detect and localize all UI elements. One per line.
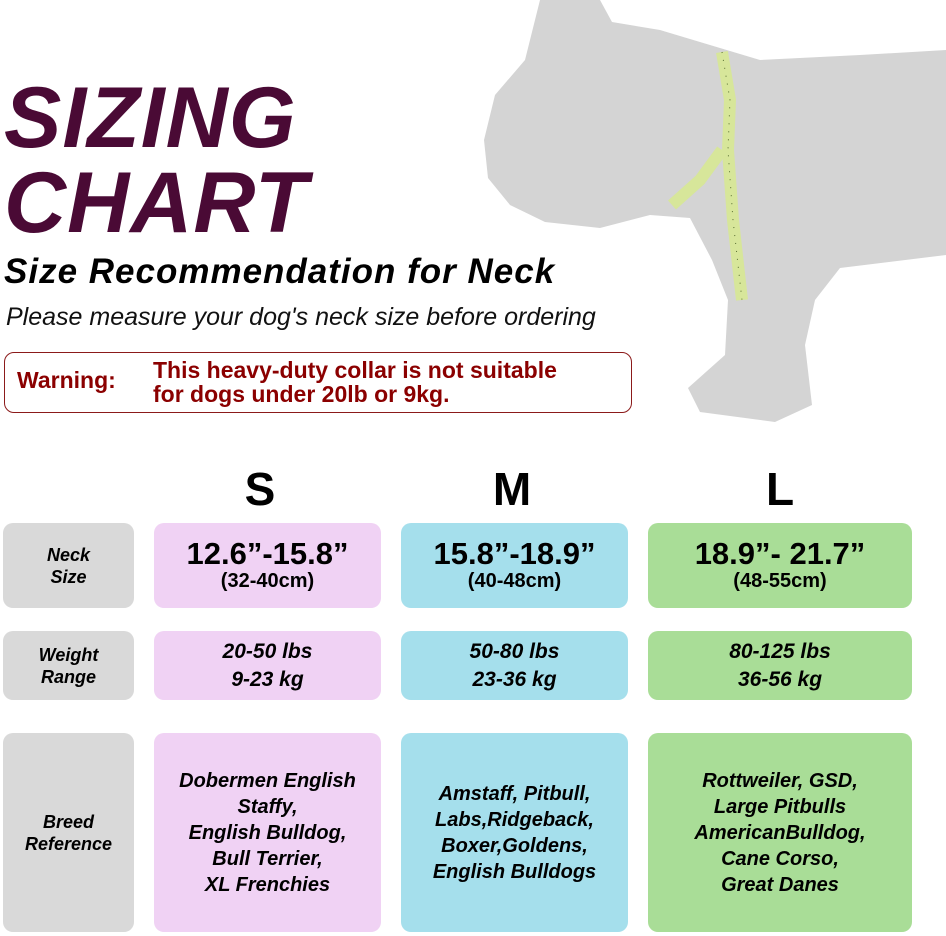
row-label-breed-reference: Breed Reference xyxy=(3,733,134,932)
warning-message: This heavy-duty collar is not suitable f… xyxy=(153,358,557,406)
warning-label: Warning: xyxy=(17,367,116,393)
breeds-m: Amstaff, Pitbull, Labs,Ridgeback, Boxer,Go… xyxy=(401,733,628,932)
neck-cm: (40-48cm) xyxy=(467,570,562,592)
breed-line: Great Danes xyxy=(721,873,839,896)
weight-lbs: 80-125 lbs xyxy=(729,639,831,663)
neck-inches: 15.8”-18.9” xyxy=(433,536,596,571)
breed-line: Cane Corso, xyxy=(721,847,839,870)
size-m-header: M xyxy=(492,463,532,515)
size-l-header: L xyxy=(765,463,795,515)
weight-kg: 36-56 kg xyxy=(737,667,823,691)
instruction: Please measure your dog's neck size befo… xyxy=(6,303,596,331)
breeds-l: Rottweiler, GSD, Large Pitbulls AmericanBu… xyxy=(648,733,912,932)
breed-line: English Bulldog, xyxy=(188,821,347,844)
breed-line: Large Pitbulls xyxy=(713,795,847,818)
breed-line: English Bulldogs xyxy=(432,860,597,883)
title-line-2: CHART xyxy=(4,155,309,251)
subtitle: Size Recommendation for Neck xyxy=(4,252,556,291)
breed-line: Rottweiler, GSD, xyxy=(702,769,858,792)
neck-size-l: 18.9”- 21.7” (48-55cm) xyxy=(648,523,912,608)
warning-line-2: for dogs under 20lb or 9kg. xyxy=(153,381,450,407)
breed-line: Amstaff, Pitbull, xyxy=(438,782,591,805)
weight-s: 20-50 lbs 9-23 kg xyxy=(154,631,381,700)
weight-kg: 23-36 kg xyxy=(472,667,557,691)
row-label-weight-range: Weight Range xyxy=(3,631,134,700)
weight-kg: 9-23 kg xyxy=(231,667,304,691)
neck-cm: (32-40cm) xyxy=(220,570,315,592)
weight-m: 50-80 lbs 23-36 kg xyxy=(401,631,628,700)
label-text: Reference xyxy=(24,833,113,854)
label-text: Neck xyxy=(46,544,91,565)
breed-line: Boxer,Goldens, xyxy=(441,834,588,857)
neck-inches: 12.6”-15.8” xyxy=(186,536,349,571)
breed-line: Labs,Ridgeback, xyxy=(435,808,594,831)
neck-size-s: 12.6”-15.8” (32-40cm) xyxy=(154,523,381,608)
weight-lbs: 50-80 lbs xyxy=(469,639,560,663)
title-line-1: SIZING xyxy=(4,70,297,166)
breed-line: XL Frenchies xyxy=(204,873,331,896)
neck-inches: 18.9”- 21.7” xyxy=(694,536,866,571)
warning-box: Warning: This heavy-duty collar is not s… xyxy=(4,352,632,413)
neck-cm: (48-55cm) xyxy=(733,570,827,592)
dog-body xyxy=(484,0,946,422)
label-text: Size xyxy=(50,566,87,587)
breed-line: Bull Terrier, xyxy=(212,847,323,870)
weight-l: 80-125 lbs 36-56 kg xyxy=(648,631,912,700)
warning-line-1: This heavy-duty collar is not suitable xyxy=(153,357,557,383)
row-label-neck-size: Neck Size xyxy=(3,523,134,608)
size-s-header: S xyxy=(244,463,276,515)
label-text: Breed xyxy=(42,811,95,832)
breed-line: AmericanBulldog, xyxy=(694,821,866,844)
weight-lbs: 20-50 lbs xyxy=(222,639,313,663)
label-text: Range xyxy=(40,666,96,687)
neck-size-m: 15.8”-18.9” (40-48cm) xyxy=(401,523,628,608)
breeds-s: Dobermen English Staffy, English Bulldog, B… xyxy=(154,733,381,932)
dog-silhouette-illustration xyxy=(484,0,946,422)
breed-line: Dobermen English xyxy=(179,769,356,792)
label-text: Weight xyxy=(38,644,99,665)
breed-line: Staffy, xyxy=(237,795,298,818)
